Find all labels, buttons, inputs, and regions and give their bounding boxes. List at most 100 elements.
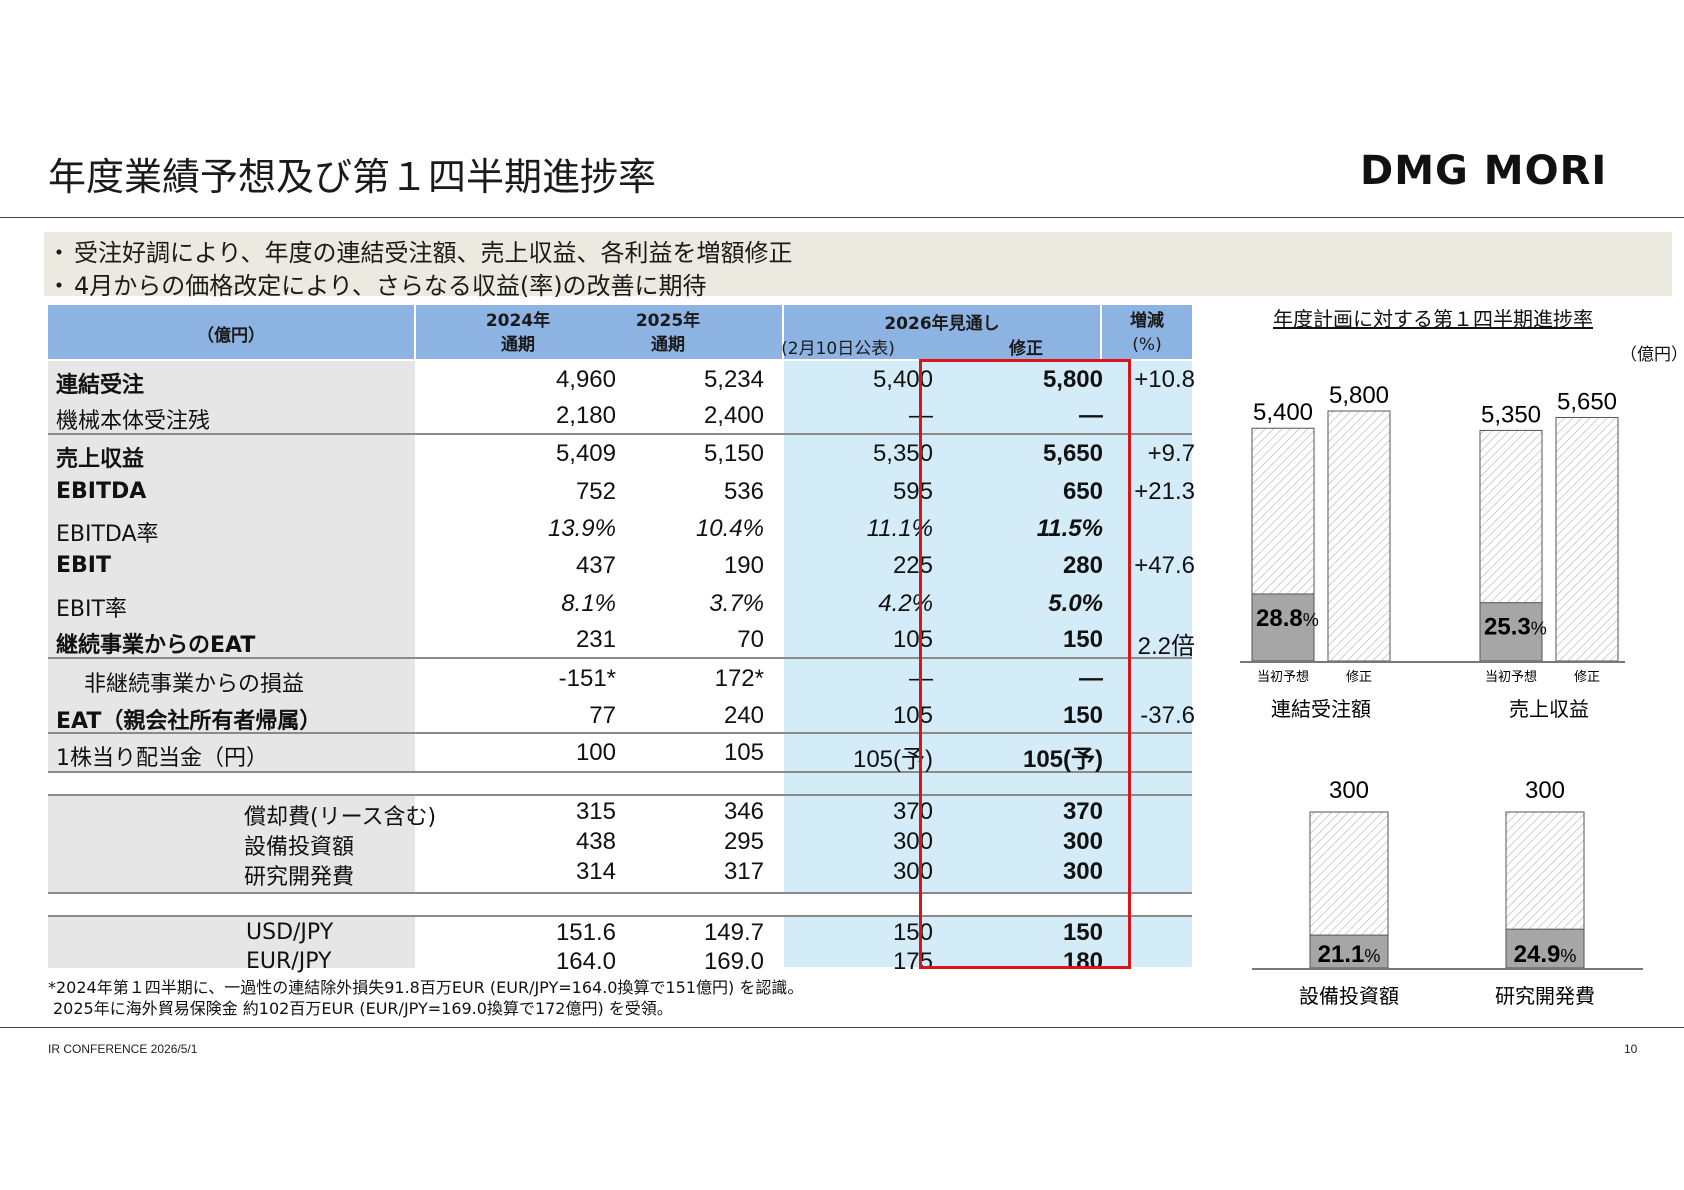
cell-2025: 149.7 [703,918,764,946]
row-label: 連結受注 [56,372,145,398]
bar-initial-label: 5,350 [1481,401,1541,428]
chart-name: 研究開発費 [1495,984,1595,1008]
cell-change: +10.8 [1134,365,1195,393]
footer-divider [0,1027,1684,1028]
cell-2026-announced: 300 [892,858,933,885]
header-2026: 2026年見通し [884,314,1000,334]
cell-2026-announced: 105 [892,701,933,729]
cell-2025: 317 [723,858,764,885]
cell-2025: 240 [723,701,764,729]
row-label: 研究開発費 [244,865,355,890]
cell-2024: 2,180 [555,401,616,429]
cell-2024: 5,409 [555,439,616,467]
cell-2025: 169.0 [703,947,764,975]
cell-2026-announced: 5,350 [872,439,933,467]
cell-2024: 13.9% [547,514,616,542]
cell-change: 2.2倍 [1137,632,1195,660]
separator [48,892,1192,894]
chart-name: 連結受注額 [1271,697,1371,721]
cell-2024: 437 [575,551,616,579]
label-column-bg [48,361,415,771]
dmg-mori-logo: DMG MORI [1360,148,1608,194]
forecast-column-bg [784,361,1192,967]
cell-2026-announced: ― [909,664,933,692]
cell-2026-announced: 11.1% [866,514,933,542]
row-label: USD/JPY [246,919,334,945]
cell-2026-revised: 300 [1062,828,1103,855]
cell-2025: 3.7% [709,589,764,617]
footer-conference: IR CONFERENCE 2026/5/1 [48,1042,198,1056]
cell-2026-revised: ― [1079,664,1103,692]
gap-row-white [784,892,1192,916]
row-label: EBIT率 [56,596,127,622]
cell-2024: 231 [575,625,616,653]
page-title: 年度業績予想及び第１四半期進捗率 [48,155,657,199]
cell-2024: 100 [575,738,616,766]
bullet-item: ・受注好調により、年度の連結受注額、売上収益、各利益を増額修正 [47,239,793,267]
row-label: EBITDA [56,478,147,504]
bar-category-initial: 当初予想 [1485,669,1537,685]
summary-bullets: ・受注好調により、年度の連結受注額、売上収益、各利益を増額修正 ・ 4月からの価格… [44,232,1672,300]
cell-2026-announced: 300 [892,828,933,855]
row-label: 売上収益 [56,446,145,472]
cell-2026-revised: 5,650 [1042,439,1103,467]
cell-2025: 105 [723,738,764,766]
cell-2025: 346 [723,798,764,825]
cell-2025: 10.4% [695,514,764,542]
header-2024: 2024年 通期 [485,311,551,355]
gap-row-blue [784,771,1192,795]
label-column-bg-fx [48,916,415,968]
cell-2026-announced: 150 [892,918,933,946]
footnote: *2024年第１四半期に、一過性の連結除外損失91.8百万EUR (EUR/JP… [48,978,804,1018]
cell-2026-announced: 595 [892,477,933,505]
bar-revised-label: 300 [1525,777,1565,804]
header-2026-announced: (2月10日公表) [781,339,895,359]
bar-progress [1505,928,1585,969]
cell-2026-revised: ― [1079,401,1103,429]
header-divider [0,217,1684,218]
cell-2026-revised: 150 [1062,701,1103,729]
bar-category-initial: 当初予想 [1257,669,1309,685]
cell-2026-revised: 5,800 [1042,365,1103,393]
cell-2024: 315 [575,798,616,825]
cell-2026-revised: 280 [1062,551,1103,579]
cell-2026-announced: 175 [892,947,933,975]
row-label: EAT（親会社所有者帰属） [56,708,322,734]
row-label: 継続事業からのEAT [56,632,256,658]
cell-2024: 8.1% [561,589,616,617]
progress-label: 25.3% [1484,614,1547,641]
cell-2024: 752 [575,477,616,505]
cell-2026-announced: 4.2% [878,589,933,617]
cell-2026-revised: 150 [1062,918,1103,946]
header-change: 増減 (%) [1130,311,1164,355]
header-unit: （億円） [197,326,265,346]
progress-label: 28.8% [1256,605,1319,632]
separator [48,771,1192,773]
cell-2026-announced: 225 [892,551,933,579]
cell-2025: 70 [737,625,764,653]
row-label: 非継続事業からの損益 [84,671,305,697]
table-header-2026 [784,305,1100,359]
separator [48,794,1192,796]
cell-2026-revised: 650 [1062,477,1103,505]
cell-2026-announced: 370 [892,798,933,825]
chart-unit: （億円） [1620,345,1684,365]
table-header-change [1102,305,1192,359]
row-label: 設備投資額 [244,835,355,860]
cell-2026-announced: 105 [892,625,933,653]
cell-2026-revised: 300 [1062,858,1103,885]
cell-2026-revised: 11.5% [1036,514,1103,542]
separator [48,433,1192,435]
cell-2025: 172* [714,664,764,692]
cell-2026-announced: 5,400 [872,365,933,393]
cell-2025: 5,234 [703,365,764,393]
forecast-table: （億円） 2024年 通期 2025年 通期 2026年見通し (2月10日公表) … [48,305,1195,975]
row-label: 償却費(リース含む) [244,805,437,830]
chart-title: 年度計画に対する第１四半期進捗率 [1273,307,1593,331]
header-2026-revised: 修正 [1009,339,1043,359]
cell-2025: 536 [723,477,764,505]
row-label: 機械本体受注残 [56,408,211,434]
page-number: 10 [1624,1042,1638,1056]
revision-highlight-box [919,359,1131,969]
